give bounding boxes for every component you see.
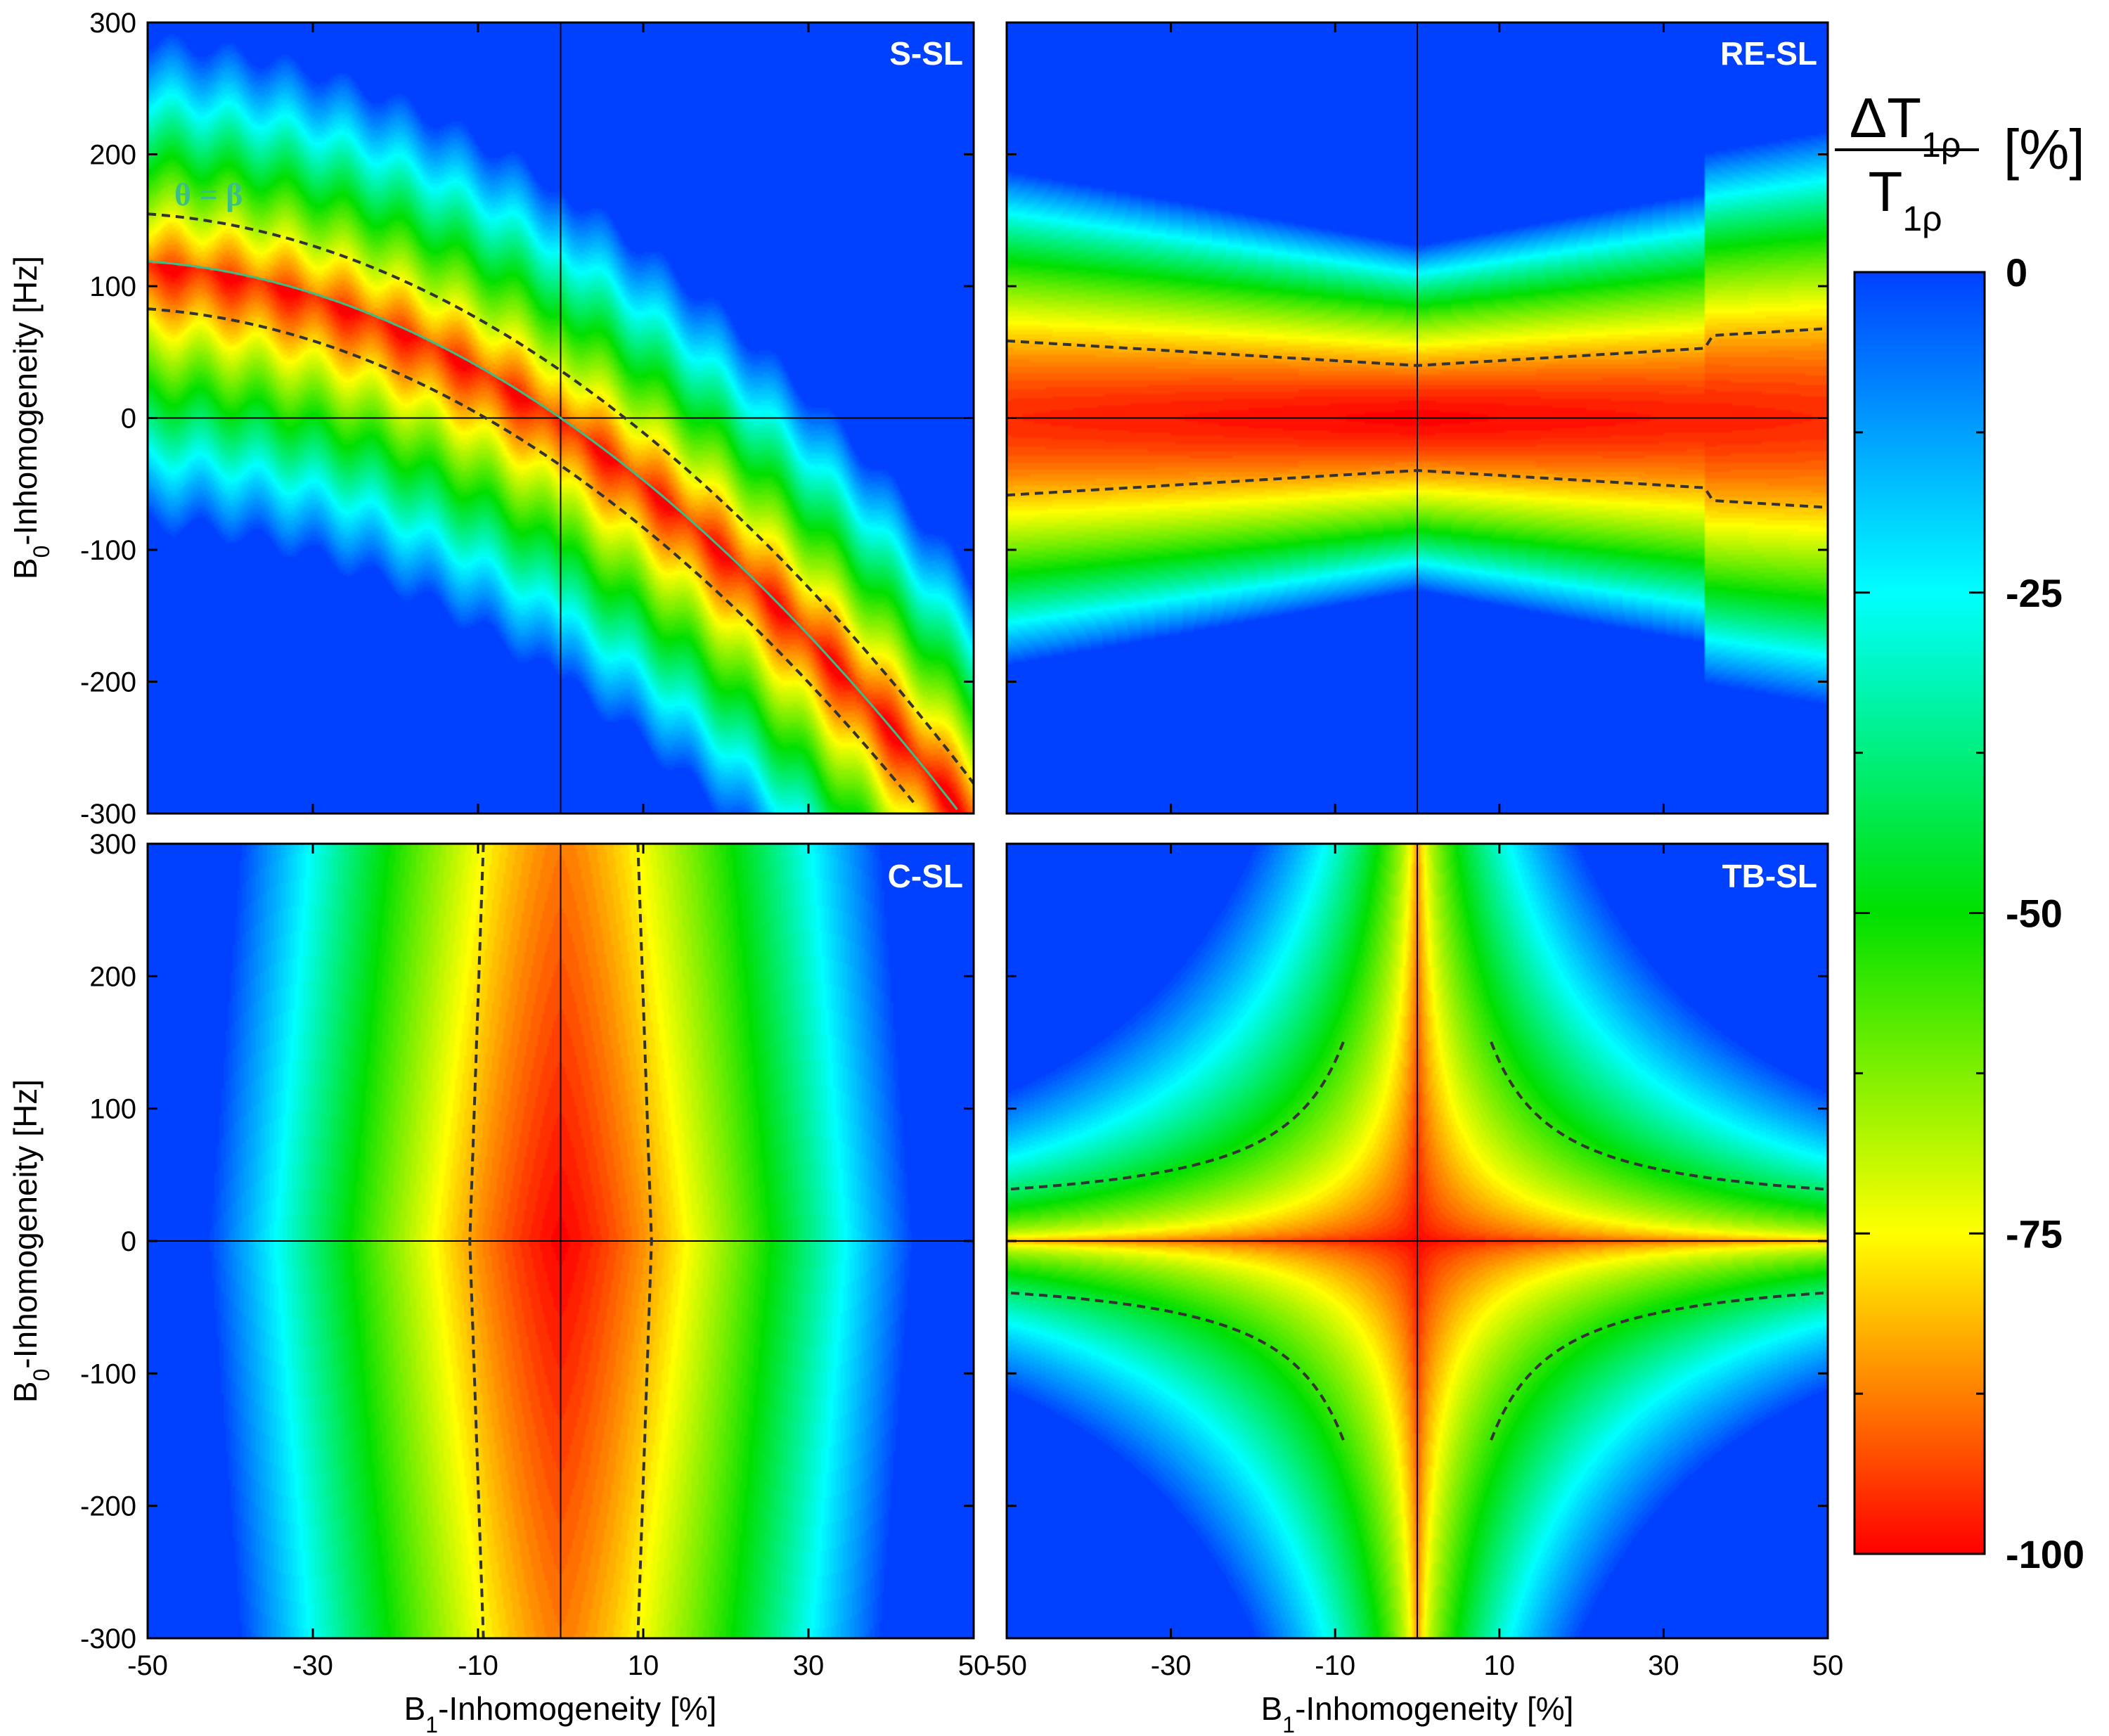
x-tick-label: -10 [1315, 1650, 1355, 1681]
y-tick-label: -300 [80, 1624, 136, 1654]
y-tick-label: 300 [89, 8, 136, 39]
x-tick-label: 50 [958, 1650, 990, 1681]
x-axis-label-right: B1-Inhomogeneity [%] [1261, 1690, 1574, 1736]
y-tick-label: -300 [80, 799, 136, 830]
x-tick-label: -10 [458, 1650, 498, 1681]
y-tick-label: 200 [89, 961, 136, 992]
y-axis-label-top: B0-Inhomogeneity [Hz] [7, 256, 54, 579]
contour-line [1006, 327, 1829, 367]
y-tick-label: 0 [121, 404, 136, 435]
contour-line [636, 843, 653, 1639]
colorbar: ΔT1ρ T1ρ [%] -100 -75 -50 -25 0 [1835, 86, 2085, 1576]
x-tick-label: 30 [793, 1650, 825, 1681]
contour-line [1490, 1041, 1824, 1191]
y-tick-label: -200 [80, 667, 136, 698]
panel-s-sl: S-SL θ = β [146, 21, 975, 815]
colorbar-unit: [%] [2004, 118, 2085, 181]
contour-line [1010, 1291, 1345, 1441]
y-tick-label: -100 [80, 535, 136, 566]
colorbar-tick-label: -100 [2006, 1532, 2084, 1576]
y-tick-label: 300 [89, 829, 136, 860]
contour-line [147, 307, 917, 806]
x-tick-label: -30 [292, 1650, 333, 1681]
panel-c-sl: C-SL [146, 842, 975, 1640]
x-tick-label: -50 [127, 1650, 168, 1681]
colorbar-tick-label: -25 [2006, 571, 2063, 615]
x-tick-label: -30 [1151, 1650, 1192, 1681]
theta-beta-annotation: θ = β [174, 176, 243, 212]
colorbar-tick-label: -75 [2006, 1211, 2063, 1256]
theta-beta-curve [147, 260, 958, 811]
colorbar-tick-label: 0 [2006, 250, 2027, 295]
contour-line [468, 843, 485, 1639]
colorbar-tick-label: -50 [2006, 892, 2063, 936]
y-tick-label: 100 [89, 271, 136, 302]
y-tick-label: 100 [89, 1094, 136, 1125]
x-tick-label: 50 [1812, 1650, 1844, 1681]
y-tick-label: 200 [89, 140, 136, 171]
panel-label-s-sl: S-SL [889, 35, 963, 72]
x-tick-label: 30 [1648, 1650, 1679, 1681]
y-tick-label: -200 [80, 1491, 136, 1522]
contour-line [1006, 469, 1829, 509]
colorbar-title-numerator: ΔT1ρ [1850, 86, 1961, 165]
contour-line [1490, 1291, 1824, 1441]
panel-re-sl: RE-SL [1005, 21, 1829, 815]
axis-ticks: 3002001000-100-200-3003002001000-100-200… [80, 8, 1843, 1681]
x-tick-label: 10 [628, 1650, 659, 1681]
panel-tb-sl: TB-SL [1005, 842, 1829, 1640]
contour-line [147, 212, 975, 785]
y-tick-label: 0 [121, 1226, 136, 1257]
y-tick-label: -100 [80, 1358, 136, 1389]
panel-label-re-sl: RE-SL [1720, 35, 1817, 72]
y-axis-label-bottom: B0-Inhomogeneity [Hz] [7, 1079, 54, 1403]
x-axis-label-left: B1-Inhomogeneity [%] [404, 1690, 717, 1736]
panel-label-tb-sl: TB-SL [1722, 858, 1817, 894]
colorbar-ticks: -100 -75 -50 -25 0 [1855, 250, 2084, 1576]
x-tick-label: -50 [986, 1650, 1027, 1681]
panel-label-c-sl: C-SL [888, 858, 963, 894]
x-tick-label: 10 [1484, 1650, 1516, 1681]
colorbar-gradient [1853, 271, 1986, 1555]
colorbar-title-denominator: T1ρ [1868, 160, 1942, 238]
contour-line [1010, 1041, 1345, 1191]
